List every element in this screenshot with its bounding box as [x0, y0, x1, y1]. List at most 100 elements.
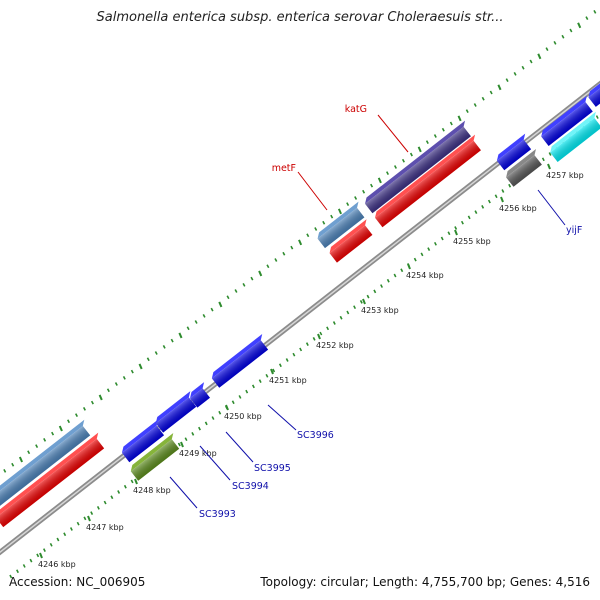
- scale-major-tick: [454, 229, 458, 236]
- outer-tick: [497, 84, 502, 91]
- outer-tick: [330, 214, 334, 219]
- outer-tick: [401, 158, 405, 163]
- scale-minor-tick: [265, 373, 269, 378]
- outer-tick: [194, 320, 198, 324]
- outer-tick: [425, 140, 429, 145]
- gene-labels: katG metF yijF SC3996 SC3995 SC3994 SC3993: [169, 104, 582, 520]
- scale-major-tick: [87, 515, 91, 522]
- outer-tick-ring: [3, 10, 597, 473]
- gene-bar-outer: [0, 419, 91, 509]
- scale-minor-tick: [117, 490, 121, 494]
- outer-tick: [457, 115, 462, 122]
- scale-major-tick: [180, 441, 184, 448]
- outer-tick: [505, 78, 509, 83]
- outer-tick: [529, 59, 533, 64]
- scale-minor-tick: [434, 241, 437, 246]
- gene-bar-inner: [155, 391, 197, 433]
- scale-minor-tick: [339, 315, 343, 320]
- outer-tick: [186, 326, 190, 331]
- outer-tick: [513, 72, 517, 76]
- outer-tick: [170, 338, 174, 343]
- scale-minor-tick: [427, 247, 431, 251]
- outer-tick: [258, 270, 263, 277]
- outer-tick: [354, 196, 358, 200]
- outer-tick: [67, 419, 71, 424]
- scale-minor-tick: [42, 548, 46, 552]
- gene-leader-line: [169, 476, 198, 509]
- outer-tick: [146, 357, 150, 362]
- scale-minor-tick: [76, 521, 80, 526]
- outer-tick: [82, 406, 86, 411]
- scale-minor-tick: [447, 231, 451, 236]
- gene-bar-inner: [121, 419, 165, 463]
- outer-tick: [386, 171, 390, 176]
- scale-minor-tick: [386, 278, 390, 283]
- outer-tick: [521, 65, 525, 70]
- outer-tick: [18, 456, 23, 463]
- scale-minor-tick: [420, 252, 424, 257]
- outer-tick: [417, 146, 422, 153]
- gene-bar-outer: [317, 201, 365, 249]
- scale-minor-tick: [400, 268, 404, 273]
- scale-major-tick: [547, 163, 551, 170]
- gene-label: SC3993: [199, 509, 236, 520]
- summary-text: Topology: circular; Length: 4,755,700 bp…: [260, 575, 590, 589]
- gene-bar-inner: [211, 333, 269, 388]
- gene-label: SC3996: [297, 430, 334, 441]
- scale-minor-tick: [123, 484, 127, 489]
- scale-minor-tick: [359, 300, 363, 304]
- gene-leader-line: [267, 404, 297, 431]
- outer-tick: [346, 202, 350, 207]
- outer-tick: [473, 103, 477, 107]
- scale-tick-label: 4248 kbp: [133, 486, 171, 495]
- scale-tick-label: 4250 kbp: [224, 412, 262, 421]
- scale-minor-tick: [258, 379, 262, 383]
- gene-leader-line: [377, 114, 409, 153]
- scale-minor-tick: [501, 189, 505, 193]
- scale-tick-label: 4251 kbp: [269, 376, 307, 385]
- outer-tick: [130, 369, 134, 374]
- outer-tick: [210, 307, 214, 312]
- scale-tick-label: 4252 kbp: [316, 341, 354, 350]
- scale-minor-tick: [481, 204, 485, 209]
- scale-minor-tick: [595, 115, 599, 119]
- outer-tick: [162, 344, 166, 349]
- scale-minor-tick: [373, 289, 377, 294]
- gene-bar-inner: [190, 382, 210, 408]
- outer-tick: [370, 183, 374, 188]
- outer-tick: [11, 462, 15, 467]
- scale-minor-tick: [56, 537, 60, 542]
- scale-minor-tick: [305, 342, 309, 346]
- outer-tick: [449, 121, 453, 126]
- outer-tick: [433, 134, 437, 138]
- scale-minor-tick: [184, 437, 188, 442]
- scale-minor-tick: [272, 368, 276, 373]
- outer-tick: [593, 10, 597, 14]
- scale-minor-tick: [103, 500, 107, 505]
- outer-tick: [322, 220, 326, 225]
- scale-minor-tick: [29, 558, 33, 563]
- outer-tick: [553, 41, 557, 45]
- scale-tick-label: 4256 kbp: [499, 204, 537, 213]
- scale-minor-tick: [299, 347, 303, 352]
- gene-leader-line: [225, 431, 254, 463]
- outer-tick: [234, 289, 238, 293]
- scale-minor-tick: [278, 363, 282, 368]
- scale-minor-tick: [508, 183, 512, 188]
- gene-bar-inner: [0, 432, 105, 528]
- outer-tick: [51, 431, 55, 436]
- outer-tick: [114, 382, 118, 386]
- scale-major-tick: [225, 404, 229, 411]
- scale-minor-tick: [380, 284, 384, 288]
- scale-minor-tick: [130, 479, 134, 484]
- gene-label: katG: [345, 104, 367, 115]
- outer-tick: [298, 239, 303, 246]
- scale-minor-tick: [198, 426, 201, 431]
- scale-major-tick: [134, 478, 138, 485]
- outer-tick: [218, 301, 223, 308]
- gene-leader-line: [199, 445, 231, 481]
- outer-tick: [43, 438, 47, 442]
- scale-minor-tick: [312, 337, 316, 341]
- gene-features: [0, 78, 600, 528]
